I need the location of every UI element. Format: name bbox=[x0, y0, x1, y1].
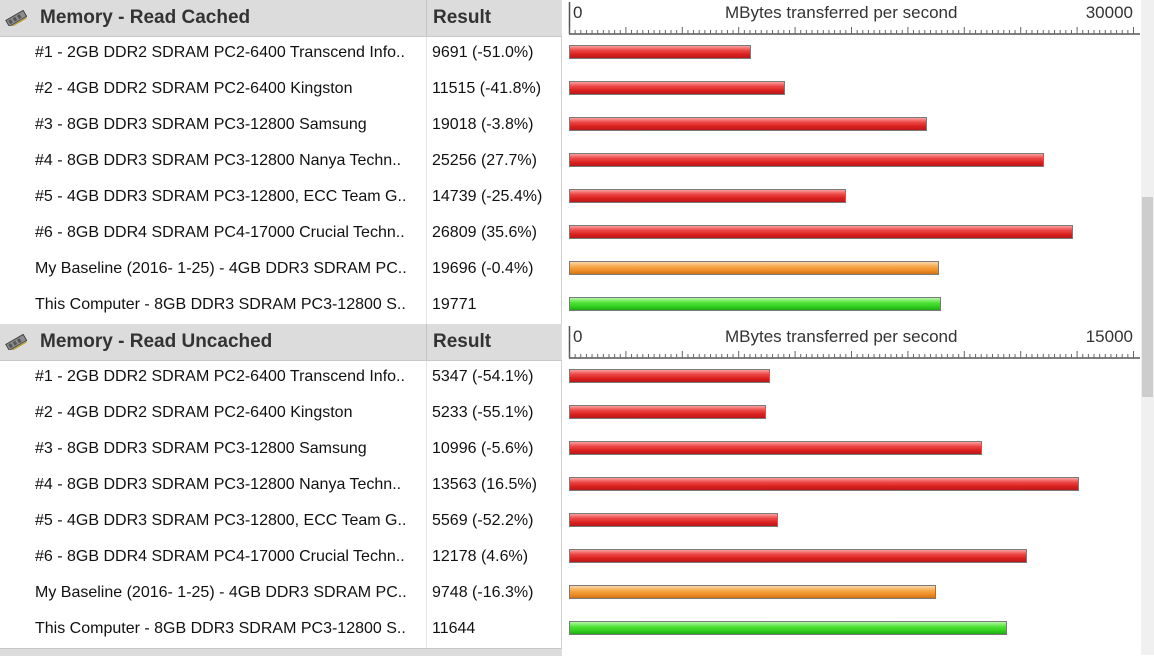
axis-min-label: 0 bbox=[573, 327, 583, 346]
result-row[interactable]: #2 - 4GB DDR2 SDRAM PC2-6400 Kingston 523… bbox=[0, 396, 1140, 432]
row-result-value: 9748 (-16.3%) bbox=[432, 584, 534, 601]
row-system-name: My Baseline (2016- 1-25) - 4GB DDR3 SDRA… bbox=[35, 260, 407, 277]
column-divider bbox=[426, 360, 427, 648]
row-system-name: #5 - 4GB DDR3 SDRAM PC3-12800, ECC Team … bbox=[35, 512, 407, 529]
column-divider bbox=[426, 36, 427, 324]
name-column-header[interactable]: Memory - Read Cached bbox=[0, 0, 427, 36]
result-row[interactable]: #5 - 4GB DDR3 SDRAM PC3-12800, ECC Team … bbox=[0, 180, 1140, 216]
row-system-name: #6 - 8GB DDR4 SDRAM PC4-17000 Crucial Te… bbox=[35, 224, 405, 241]
row-result-value: 11644 bbox=[432, 620, 476, 637]
row-system-name: #1 - 2GB DDR2 SDRAM PC2-6400 Transcend I… bbox=[35, 44, 405, 61]
result-bar-orange bbox=[569, 585, 936, 599]
row-result-value: 13563 (16.5%) bbox=[432, 476, 537, 493]
row-system-name: This Computer - 8GB DDR3 SDRAM PC3-12800… bbox=[35, 620, 406, 637]
axis-title: MBytes transferred per second bbox=[725, 327, 958, 346]
result-bar-red bbox=[569, 513, 778, 527]
result-row[interactable]: This Computer - 8GB DDR3 SDRAM PC3-12800… bbox=[0, 288, 1140, 324]
result-bar-red bbox=[569, 441, 982, 455]
row-system-name: #4 - 8GB DDR3 SDRAM PC3-12800 Nanya Tech… bbox=[35, 476, 402, 493]
name-column-header[interactable]: Memory - Read Uncached bbox=[0, 324, 427, 360]
result-bar-red bbox=[569, 153, 1044, 167]
row-system-name: #4 - 8GB DDR3 SDRAM PC3-12800 Nanya Tech… bbox=[35, 152, 402, 169]
row-result-value: 5347 (-54.1%) bbox=[432, 368, 534, 385]
result-bar-red bbox=[569, 117, 927, 131]
row-system-name: #5 - 4GB DDR3 SDRAM PC3-12800, ECC Team … bbox=[35, 188, 407, 205]
result-bar-green bbox=[569, 621, 1007, 635]
result-row[interactable]: This Computer - 8GB DDR3 SDRAM PC3-12800… bbox=[0, 612, 1140, 648]
memory-module-icon bbox=[5, 333, 28, 352]
axis-ruler bbox=[568, 2, 1140, 35]
result-row[interactable]: My Baseline (2016- 1-25) - 4GB DDR3 SDRA… bbox=[0, 252, 1140, 288]
row-result-value: 19771 bbox=[432, 296, 477, 313]
result-column-header[interactable]: Result bbox=[433, 331, 492, 352]
result-row[interactable]: My Baseline (2016- 1-25) - 4GB DDR3 SDRA… bbox=[0, 576, 1140, 612]
row-result-value: 11515 (-41.8%) bbox=[432, 80, 542, 97]
result-row[interactable]: #1 - 2GB DDR2 SDRAM PC2-6400 Transcend I… bbox=[0, 360, 1140, 396]
chart-axis: 0 MBytes transferred per second 30000 bbox=[566, 0, 1140, 36]
result-bar-red bbox=[569, 81, 785, 95]
axis-title: MBytes transferred per second bbox=[725, 3, 958, 22]
result-column-header[interactable]: Result bbox=[433, 7, 492, 28]
result-row[interactable]: #4 - 8GB DDR3 SDRAM PC3-12800 Nanya Tech… bbox=[0, 468, 1140, 504]
scrollbar-thumb[interactable] bbox=[1142, 197, 1153, 397]
memory-module-icon bbox=[5, 9, 28, 28]
row-result-value: 14739 (-25.4%) bbox=[432, 188, 543, 205]
row-result-value: 12178 (4.6%) bbox=[432, 548, 529, 565]
result-row[interactable]: #1 - 2GB DDR2 SDRAM PC2-6400 Transcend I… bbox=[0, 36, 1140, 72]
result-row[interactable]: #6 - 8GB DDR4 SDRAM PC4-17000 Crucial Te… bbox=[0, 216, 1140, 252]
section-header[interactable]: Memory - Read Cached Result bbox=[0, 0, 562, 37]
axis-ruler bbox=[568, 326, 1140, 359]
result-bar-red bbox=[569, 369, 770, 383]
row-system-name: #3 - 8GB DDR3 SDRAM PC3-12800 Samsung bbox=[35, 440, 367, 457]
result-row[interactable]: #6 - 8GB DDR4 SDRAM PC4-17000 Crucial Te… bbox=[0, 540, 1140, 576]
next-section-header bbox=[0, 648, 562, 656]
row-system-name: #2 - 4GB DDR2 SDRAM PC2-6400 Kingston bbox=[35, 404, 353, 421]
result-bar-red bbox=[569, 189, 846, 203]
result-row[interactable]: #3 - 8GB DDR3 SDRAM PC3-12800 Samsung 190… bbox=[0, 108, 1140, 144]
axis-min-label: 0 bbox=[573, 3, 583, 22]
section-title: Memory - Read Cached bbox=[40, 7, 251, 28]
column-divider bbox=[561, 324, 562, 648]
result-row[interactable]: #4 - 8GB DDR3 SDRAM PC3-12800 Nanya Tech… bbox=[0, 144, 1140, 180]
result-bar-red bbox=[569, 549, 1027, 563]
result-bar-orange bbox=[569, 261, 939, 275]
row-system-name: #6 - 8GB DDR4 SDRAM PC4-17000 Crucial Te… bbox=[35, 548, 405, 565]
section-header[interactable]: Memory - Read Uncached Result bbox=[0, 324, 562, 361]
row-system-name: #3 - 8GB DDR3 SDRAM PC3-12800 Samsung bbox=[35, 116, 367, 133]
result-bar-red bbox=[569, 45, 751, 59]
row-system-name: #1 - 2GB DDR2 SDRAM PC2-6400 Transcend I… bbox=[35, 368, 405, 385]
result-bar-green bbox=[569, 297, 941, 311]
section-title: Memory - Read Uncached bbox=[40, 331, 273, 352]
row-result-value: 19696 (-0.4%) bbox=[432, 260, 534, 277]
row-system-name: My Baseline (2016- 1-25) - 4GB DDR3 SDRA… bbox=[35, 584, 407, 601]
row-result-value: 5569 (-52.2%) bbox=[432, 512, 534, 529]
chart-section-1: Memory - Read Cached Result 0 MBytes transf… bbox=[0, 0, 1140, 324]
result-bar-red bbox=[569, 405, 766, 419]
axis-max-label: 15000 bbox=[1085, 327, 1133, 346]
row-result-value: 25256 (27.7%) bbox=[432, 152, 537, 169]
row-system-name: This Computer - 8GB DDR3 SDRAM PC3-12800… bbox=[35, 296, 406, 313]
chart-axis: 0 MBytes transferred per second 15000 bbox=[566, 324, 1140, 360]
row-system-name: #2 - 4GB DDR2 SDRAM PC2-6400 Kingston bbox=[35, 80, 353, 97]
row-result-value: 10996 (-5.6%) bbox=[432, 440, 534, 457]
column-divider bbox=[561, 0, 562, 324]
row-result-value: 19018 (-3.8%) bbox=[432, 116, 534, 133]
result-row[interactable]: #3 - 8GB DDR3 SDRAM PC3-12800 Samsung 109… bbox=[0, 432, 1140, 468]
result-row[interactable]: #5 - 4GB DDR3 SDRAM PC3-12800, ECC Team … bbox=[0, 504, 1140, 540]
axis-max-label: 30000 bbox=[1085, 3, 1133, 22]
result-bar-red bbox=[569, 225, 1073, 239]
row-result-value: 26809 (35.6%) bbox=[432, 224, 537, 241]
row-result-value: 5233 (-55.1%) bbox=[432, 404, 534, 421]
chart-section-2: Memory - Read Uncached Result 0 MBytes tran… bbox=[0, 324, 1140, 648]
result-row[interactable]: #2 - 4GB DDR2 SDRAM PC2-6400 Kingston 115… bbox=[0, 72, 1140, 108]
result-bar-red bbox=[569, 477, 1079, 491]
row-result-value: 9691 (-51.0%) bbox=[432, 44, 534, 61]
